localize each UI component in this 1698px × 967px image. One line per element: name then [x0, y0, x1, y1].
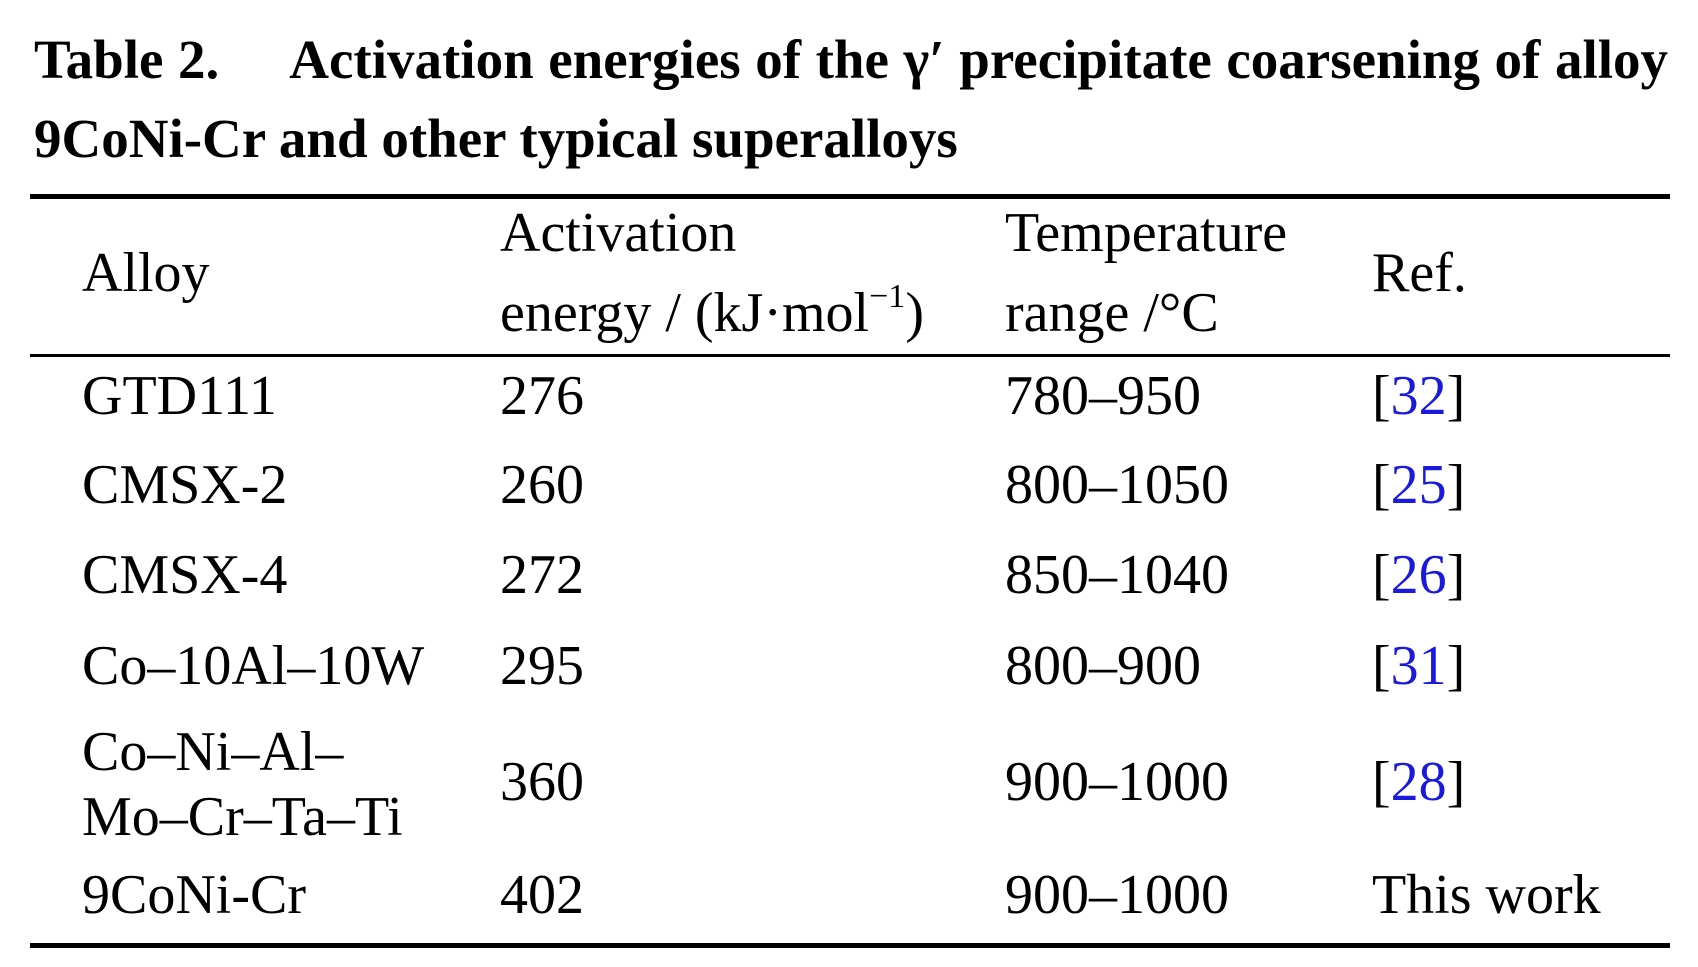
cell-temperature: 800–1050	[1005, 454, 1229, 516]
cell-temperature: 900–1000	[1005, 751, 1229, 813]
ref-bracket-close: ]	[1446, 544, 1466, 606]
cell-alloy-line1: Co–Ni–Al–	[82, 721, 344, 783]
cell-alloy: 9CoNi-Cr	[82, 864, 306, 926]
cell-ref-this-work: This work	[1372, 864, 1601, 926]
cell-temperature: 850–1040	[1005, 544, 1229, 606]
cell-ref: [32]	[1372, 366, 1465, 426]
cell-temperature: 800–900	[1005, 635, 1201, 697]
table-top-rule	[30, 194, 1670, 199]
cell-ref: [31]	[1372, 636, 1465, 696]
cell-ref: [28]	[1372, 752, 1465, 812]
header-energy-line1: Activation	[500, 202, 737, 264]
reference-link[interactable]: 32	[1390, 365, 1447, 427]
cell-energy: 360	[500, 751, 584, 813]
header-temperature-line1: Temperature	[1005, 202, 1288, 264]
cell-ref: [25]	[1372, 455, 1465, 515]
cell-alloy: CMSX-4	[82, 544, 288, 606]
ref-bracket-close: ]	[1446, 365, 1466, 427]
reference-link[interactable]: 28	[1390, 751, 1447, 813]
cell-energy: 260	[500, 454, 584, 516]
cell-ref: [26]	[1372, 545, 1465, 605]
reference-link[interactable]: 31	[1390, 635, 1447, 697]
header-energy-unit: energy / (kJ·mol	[500, 282, 870, 344]
ref-bracket-open: [	[1372, 635, 1391, 697]
table-bottom-rule	[30, 943, 1670, 948]
header-temperature-line2: range /°C	[1005, 282, 1219, 344]
table-caption: Table 2. Activation energies of the γ′ pr…	[34, 20, 1668, 178]
table-header-rule	[30, 354, 1670, 357]
header-ref: Ref.	[1372, 242, 1467, 304]
cell-alloy-line2: Mo–Cr–Ta–Ti	[82, 786, 403, 848]
cell-energy: 276	[500, 365, 584, 427]
header-energy-exponent: −1	[869, 278, 906, 315]
ref-bracket-open: [	[1372, 454, 1391, 516]
ref-bracket-close: ]	[1446, 454, 1466, 516]
ref-bracket-open: [	[1372, 751, 1391, 813]
cell-alloy: CMSX-2	[82, 454, 288, 516]
header-energy-line2: energy / (kJ·mol−1)	[500, 278, 924, 351]
header-alloy: Alloy	[82, 242, 210, 304]
cell-energy: 402	[500, 864, 584, 926]
cell-alloy: GTD111	[82, 365, 277, 427]
ref-bracket-close: ]	[1446, 635, 1466, 697]
cell-temperature: 780–950	[1005, 365, 1201, 427]
reference-link[interactable]: 25	[1390, 454, 1447, 516]
cell-temperature: 900–1000	[1005, 864, 1229, 926]
table-caption-label: Table 2.	[34, 29, 220, 90]
table-caption-text: Activation energies of the γ′ precipitat…	[34, 29, 1669, 169]
ref-bracket-open: [	[1372, 365, 1391, 427]
reference-link[interactable]: 26	[1390, 544, 1447, 606]
cell-alloy: Co–10Al–10W	[82, 635, 425, 697]
ref-bracket-close: ]	[1446, 751, 1466, 813]
header-energy-close: )	[905, 282, 924, 344]
cell-energy: 272	[500, 544, 584, 606]
ref-bracket-open: [	[1372, 544, 1391, 606]
cell-energy: 295	[500, 635, 584, 697]
